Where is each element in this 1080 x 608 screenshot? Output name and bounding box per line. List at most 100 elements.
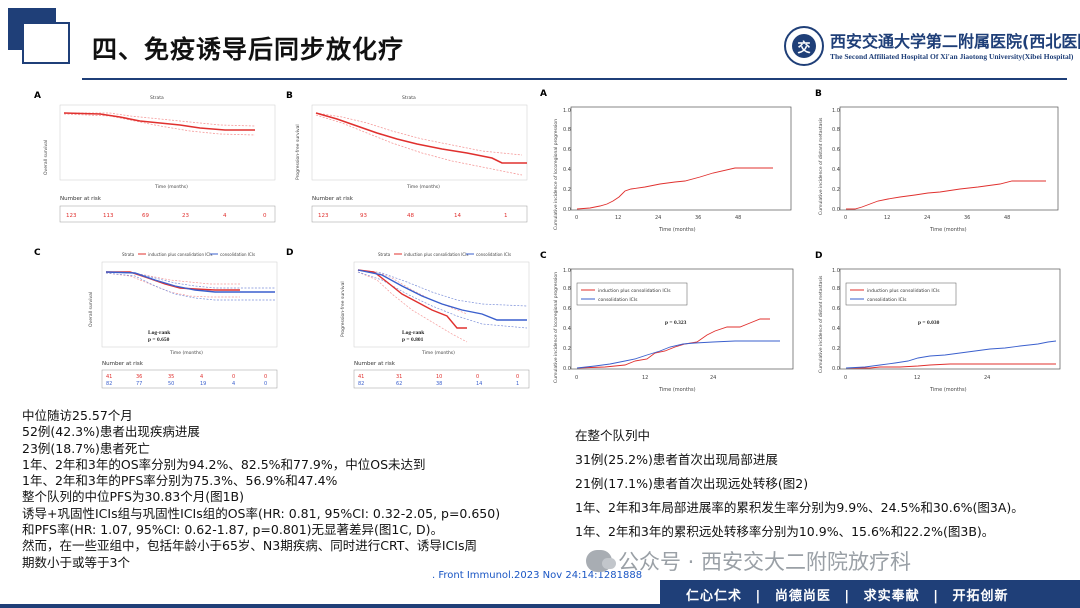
ci-lower-line — [315, 114, 523, 176]
risk-value: 19 — [200, 381, 206, 387]
ci-upper-line — [315, 112, 523, 156]
summary-line: 然而，在一些亚组中，包括年龄小于65岁、N3期疾病、同时进行CRT、诱导ICIs… — [22, 538, 477, 554]
summary-line: 在整个队列中 — [575, 428, 651, 443]
logrank-label: Log-rank — [402, 330, 425, 336]
legend-box — [845, 282, 957, 306]
x-axis-label: Time (months) — [154, 184, 188, 190]
legend-label: induction plus consolidation ICIs — [598, 288, 671, 294]
risk-value: 1 — [504, 213, 508, 219]
survival-curve-induction — [357, 269, 467, 329]
km-plot-c: C Strata induction plus consolidation IC… — [34, 248, 278, 389]
hospital-name-en: The Second Affiliated Hospital Of Xi'an … — [830, 52, 1074, 61]
risk-value: 0 — [476, 374, 479, 380]
y-tick: 0.6 — [563, 306, 571, 312]
logrank-label: Log-rank — [148, 330, 171, 336]
y-tick: 0.4 — [832, 167, 840, 173]
risk-value: 50 — [168, 381, 174, 387]
x-tick: 12 — [615, 215, 621, 221]
summary-line: 和PFS率(HR: 1.07, 95%CI: 0.62-1.87, p=0.80… — [22, 522, 444, 538]
x-axis-label: Time (months) — [658, 387, 696, 393]
y-axis-label: Progression-free survival — [295, 124, 301, 180]
y-axis-label: Cumulative incidence of locoregional pro… — [553, 272, 559, 383]
risk-value: 82 — [358, 381, 364, 387]
y-axis-label: Cumulative incidence of locoregional pro… — [553, 119, 559, 230]
ci-panel-a: A Cumulative incidence of locoregional p… — [535, 85, 800, 243]
y-tick: 1.0 — [563, 108, 571, 114]
km-plot-b: B Strata Progression-free survival Time … — [286, 91, 528, 223]
risk-table-box — [101, 369, 278, 389]
hospital-name-cn: 西安交通大学第二附属医院(西北医院) — [830, 32, 1080, 51]
p-value-label: p = 0.650 — [148, 337, 170, 343]
y-tick: 0.6 — [563, 147, 571, 153]
survival-curve — [315, 112, 527, 164]
risk-value: 38 — [436, 381, 442, 387]
legend-label: induction plus consolidation ICIs — [867, 288, 940, 294]
x-tick: 12 — [884, 215, 890, 221]
incidence-curve-consolidation — [576, 340, 780, 369]
risk-value: 35 — [168, 374, 174, 380]
km-panel-d: D Strata induction plus consolidation IC… — [282, 242, 532, 392]
x-tick: 24 — [710, 375, 716, 381]
risk-table-title: Number at risk — [102, 361, 144, 367]
p-value-label: p = 0.801 — [402, 337, 424, 343]
risk-table-title: Number at risk — [60, 196, 102, 202]
y-tick: 0.0 — [563, 366, 571, 372]
risk-value: 4 — [223, 213, 227, 219]
risk-value: 23 — [182, 213, 189, 219]
results-summary-left: 中位随访25.57个月 52例(42.3%)患者出现疾病进展 23例(18.7%… — [22, 408, 542, 571]
risk-value: 4 — [232, 381, 235, 387]
slide-title: 四、免疫诱导后同步放化疗 — [92, 35, 405, 64]
risk-table-box — [353, 369, 530, 389]
summary-line: 1年、2年和3年的OS率分别为94.2%、82.5%和77.9%，中位OS未达到 — [22, 456, 426, 472]
panel-letter: B — [286, 91, 293, 101]
motto: 仁心仁术 — [686, 589, 743, 604]
risk-value: 14 — [454, 213, 461, 219]
y-tick: 0.4 — [563, 326, 571, 332]
y-tick: 0.0 — [563, 207, 571, 213]
ci-plot-b: B Cumulative incidence of distant metast… — [815, 89, 1059, 233]
risk-value: 0 — [516, 374, 519, 380]
x-tick: 0 — [844, 375, 847, 381]
x-axis-label: Time (months) — [658, 227, 696, 233]
x-tick: 24 — [984, 375, 990, 381]
incidence-curve — [576, 167, 773, 210]
y-tick: 0.4 — [832, 326, 840, 332]
panel-letter: C — [540, 251, 547, 261]
y-tick: 0.4 — [563, 167, 571, 173]
risk-value: 0 — [232, 374, 235, 380]
ci-panel-d: D Cumulative incidence of distant metast… — [800, 243, 1070, 401]
legend-label: consolidation ICIs — [476, 252, 511, 257]
risk-value: 62 — [396, 381, 402, 387]
y-tick: 0.8 — [832, 127, 840, 133]
legend-label: consolidation ICIs — [220, 252, 255, 257]
citation: . Front Immunol.2023 Nov 24:14:1281888 — [432, 570, 643, 581]
risk-value: 14 — [476, 381, 482, 387]
panel-letter: C — [34, 248, 41, 258]
x-tick: 0 — [575, 215, 578, 221]
x-tick: 36 — [695, 215, 701, 221]
strata-label: Strata — [402, 95, 416, 101]
strata-label: Strata — [150, 95, 164, 101]
y-axis-label: Overall survival — [88, 292, 94, 327]
ci-panel-b: B Cumulative incidence of distant metast… — [800, 85, 1070, 243]
risk-value: 1 — [516, 381, 519, 387]
x-tick: 48 — [1004, 215, 1010, 221]
watermark: 公众号 · 西安交大二附院放疗科 — [586, 546, 911, 576]
incidence-curve-consolidation — [845, 340, 1057, 369]
y-axis-label: Overall survival — [43, 140, 49, 175]
y-tick: 0.2 — [563, 187, 571, 193]
summary-line: 1年、2年和3年局部进展率的累积发生率分别为9.9%、24.5%和30.6%(图… — [575, 500, 1024, 515]
ci-upper-line — [64, 112, 256, 127]
footer-mottos: 仁心仁术 | 尚德尚医 | 求实奉献 | 开拓创新 — [686, 589, 1009, 604]
summary-line: 整个队列的中位PFS为30.83个月(图1B) — [22, 489, 245, 505]
y-tick: 0.8 — [563, 127, 571, 133]
risk-value: 48 — [407, 213, 414, 219]
incidence-curve — [846, 180, 1046, 210]
risk-value: 0 — [264, 381, 267, 387]
risk-value: 77 — [136, 381, 142, 387]
y-tick: 0.8 — [563, 286, 571, 292]
y-tick: 0.2 — [832, 346, 840, 352]
x-tick: 0 — [575, 375, 578, 381]
risk-value: 0 — [263, 213, 267, 219]
survival-curve — [63, 112, 255, 131]
